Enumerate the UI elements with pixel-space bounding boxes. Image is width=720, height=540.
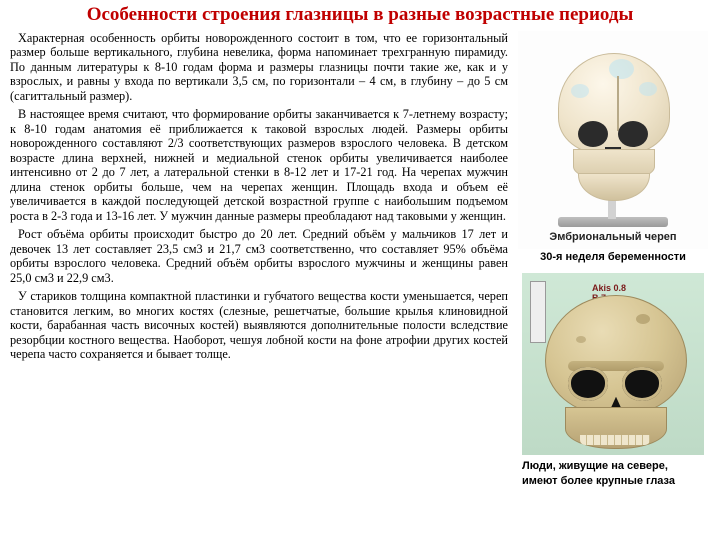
fontanelle-icon — [571, 84, 589, 98]
suture-line — [617, 76, 619, 131]
skull-illustration-2 — [540, 295, 690, 455]
image-column: Эмбриональный череп 30-я неделя беременн… — [518, 31, 708, 489]
eye-socket-icon — [578, 121, 608, 147]
paragraph-2: В настоящее время считают, что формирова… — [10, 107, 508, 223]
image2-caption: Люди, живущие на севере, имеют более кру… — [522, 459, 704, 489]
paragraph-4: У стариков толщина компактной пластинки … — [10, 289, 508, 362]
paragraph-3: Рост объёма орбиты происходит быстро до … — [10, 227, 508, 285]
bone-marking — [576, 336, 586, 343]
paragraph-1: Характерная особенность орбиты новорожде… — [10, 31, 508, 104]
cranium — [558, 53, 670, 155]
eye-socket-icon — [568, 367, 608, 401]
mandible — [578, 173, 650, 201]
eye-socket-icon — [622, 367, 662, 401]
columns: Характерная особенность орбиты новорожде… — [10, 31, 710, 489]
slide-title: Особенности строения глазницы в разные в… — [10, 4, 710, 27]
skull-illustration-1 — [553, 53, 673, 203]
teeth-icon — [580, 435, 650, 445]
bone-marking — [636, 314, 650, 324]
adult-skull-image: Akis 0.8 B 7 — [522, 273, 704, 455]
image1-overlay-caption: Эмбриональный череп — [528, 231, 698, 243]
eye-socket-icon — [618, 121, 648, 147]
slide: Особенности строения глазницы в разные в… — [0, 0, 720, 540]
embryonic-skull-image: Эмбриональный череп — [518, 31, 708, 249]
fontanelle-icon — [609, 59, 634, 79]
fontanelle-icon — [639, 82, 657, 96]
image1-caption: 30-я неделя беременности — [540, 251, 686, 263]
text-column: Характерная особенность орбиты новорожде… — [10, 31, 508, 489]
